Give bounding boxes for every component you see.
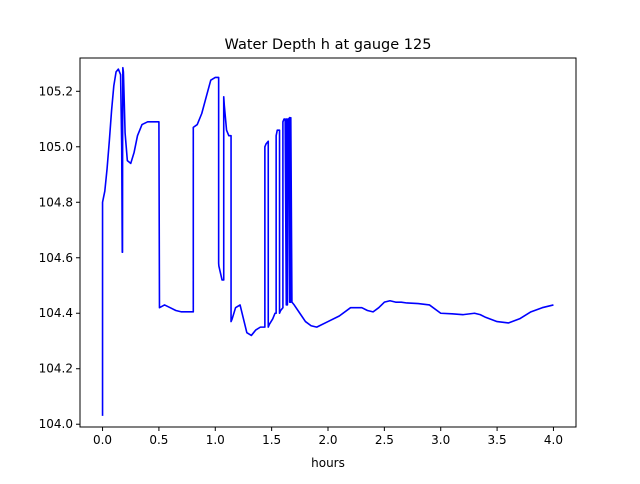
x-tick-label: 2.5	[375, 433, 394, 447]
x-tick-label: 1.5	[262, 433, 281, 447]
y-tick-label: 105.0	[39, 140, 73, 154]
x-axis: 0.0 0.5 1.0 1.5 2.0 2.5 3.0 3.5 4.0	[93, 427, 563, 447]
x-axis-label: hours	[311, 456, 345, 470]
chart-title: Water Depth h at gauge 125	[225, 37, 432, 53]
x-tick-label: 3.5	[488, 433, 507, 447]
x-tick-label: 3.0	[431, 433, 450, 447]
y-tick-label: 105.2	[39, 84, 73, 98]
y-axis: 104.0 104.2 104.4 104.6 104.8 105.0 105.2	[39, 84, 80, 431]
y-tick-label: 104.6	[39, 251, 73, 265]
x-tick-label: 0.5	[149, 433, 168, 447]
y-tick-label: 104.2	[39, 362, 73, 376]
x-tick-label: 0.0	[93, 433, 112, 447]
x-tick-label: 2.0	[318, 433, 337, 447]
plot-layer	[101, 66, 554, 416]
x-tick-label: 4.0	[544, 433, 563, 447]
y-tick-label: 104.0	[39, 417, 73, 431]
series-line-0	[101, 66, 554, 416]
y-tick-label: 104.4	[39, 306, 73, 320]
x-tick-label: 1.0	[206, 433, 225, 447]
y-tick-label: 104.8	[39, 195, 73, 209]
